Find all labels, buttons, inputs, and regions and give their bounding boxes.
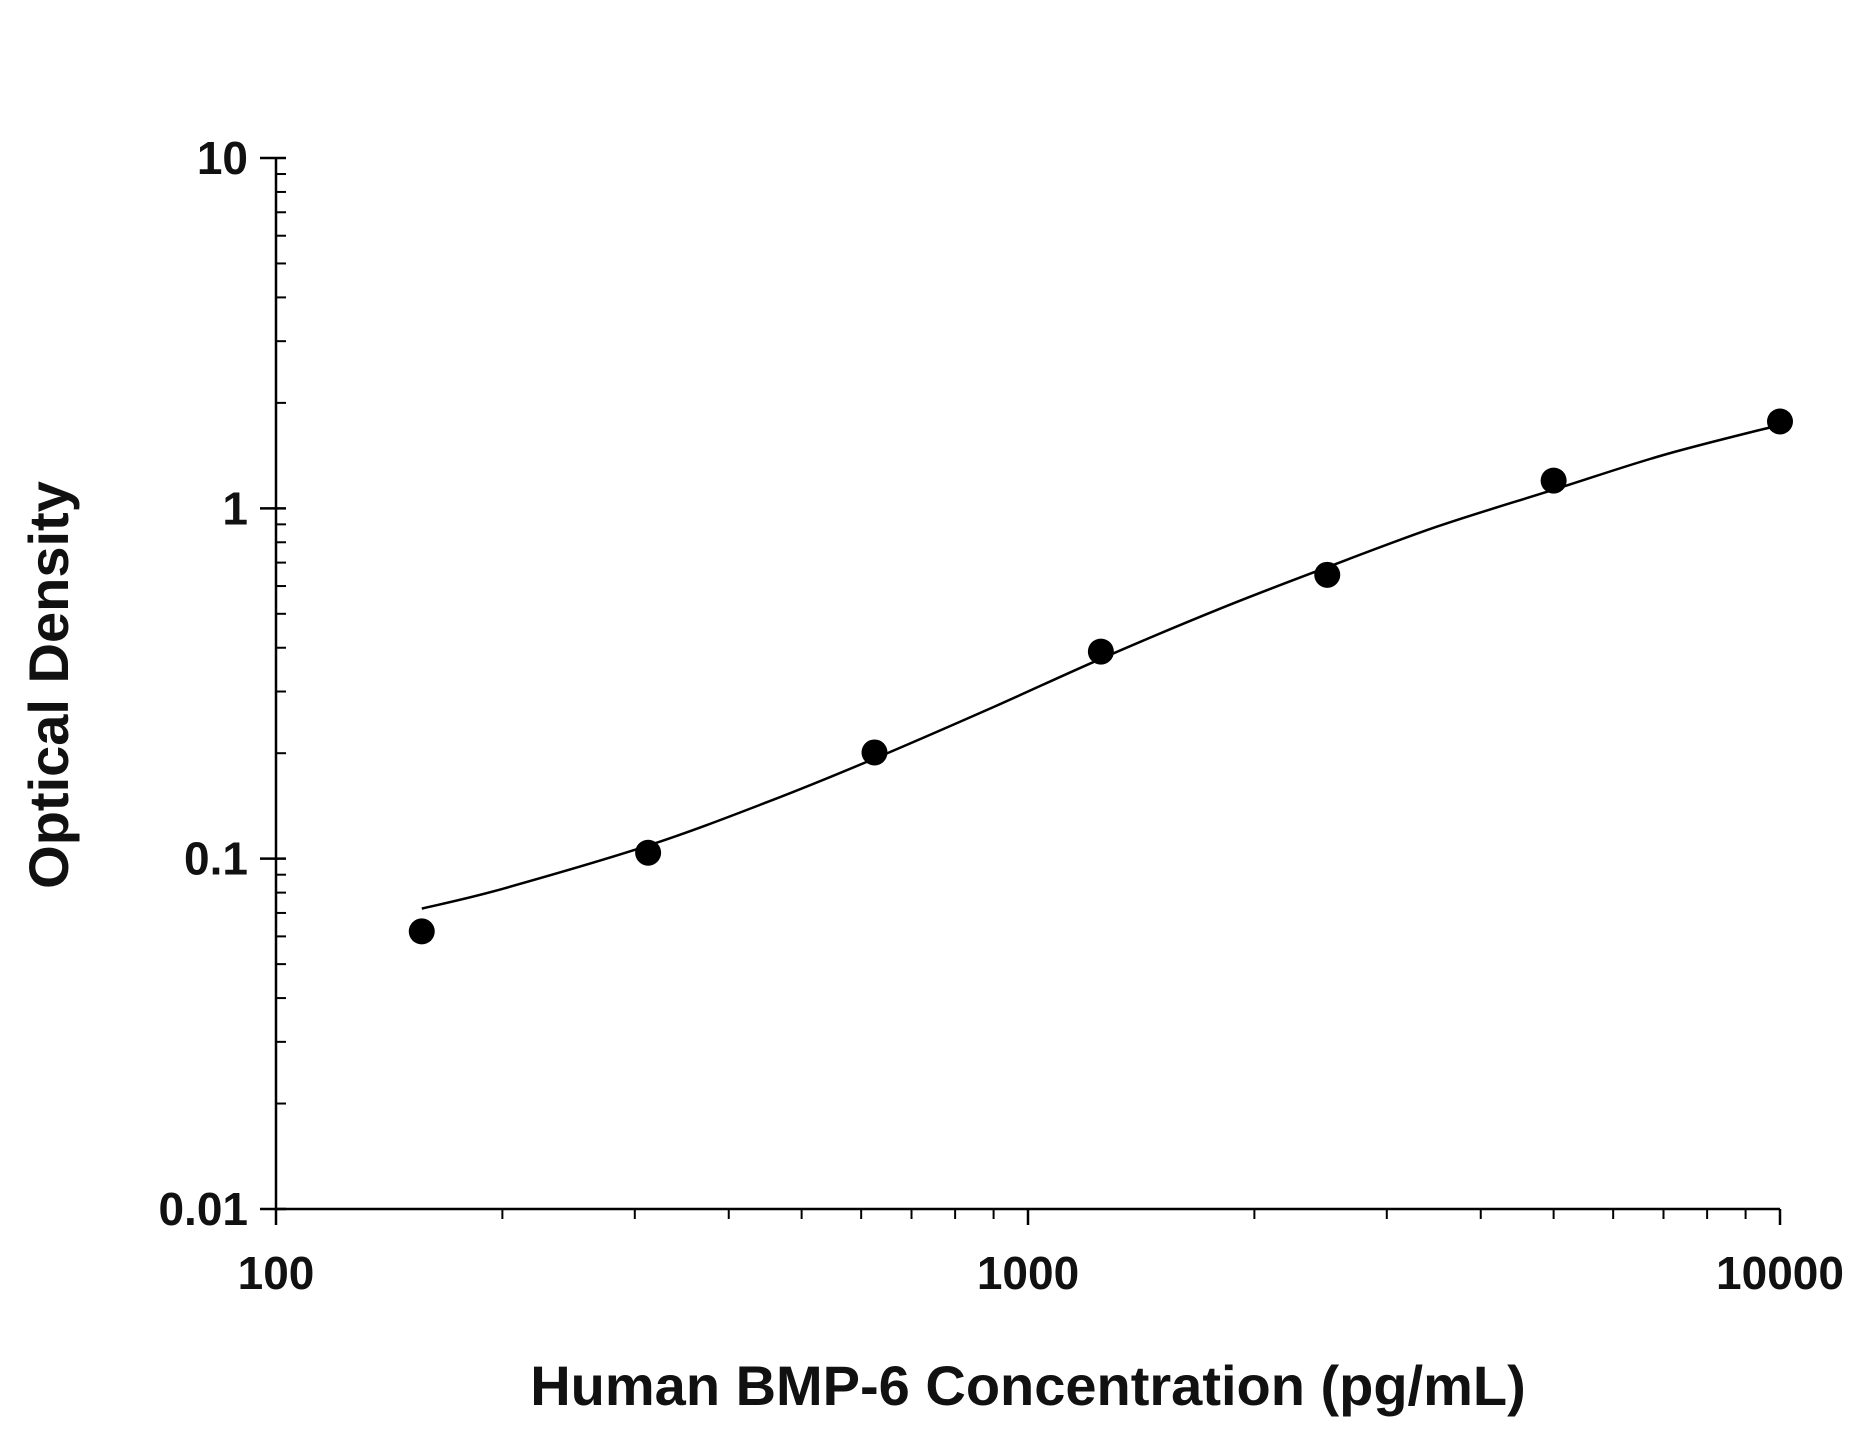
x-tick-label: 10000 — [1716, 1247, 1844, 1299]
x-axis-title: Human BMP-6 Concentration (pg/mL) — [530, 1354, 1526, 1417]
data-point — [1540, 467, 1567, 494]
x-tick-label: 1000 — [977, 1247, 1079, 1299]
x-axis-ticks — [274, 1209, 1782, 1225]
axes — [274, 158, 1780, 1211]
y-axis-title: Optical Density — [17, 481, 80, 889]
x-axis-tick-labels: 100 1000 10000 — [238, 1247, 1844, 1299]
y-axis-tick-labels: 0.01 0.1 1 10 — [158, 132, 248, 1235]
data-point — [408, 918, 435, 945]
y-tick-label: 0.01 — [158, 1183, 248, 1235]
y-tick-label: 10 — [197, 132, 248, 184]
y-tick-label: 0.1 — [184, 833, 248, 885]
data-point — [635, 839, 662, 866]
data-point — [1767, 408, 1793, 435]
data-point — [1314, 561, 1341, 588]
x-tick-label: 100 — [238, 1247, 315, 1299]
y-axis-ticks — [260, 156, 286, 1211]
data-point — [861, 739, 888, 766]
data-points — [408, 408, 1793, 945]
fit-curve — [421, 423, 1781, 910]
y-tick-label: 1 — [222, 482, 248, 534]
data-point — [1087, 638, 1114, 665]
